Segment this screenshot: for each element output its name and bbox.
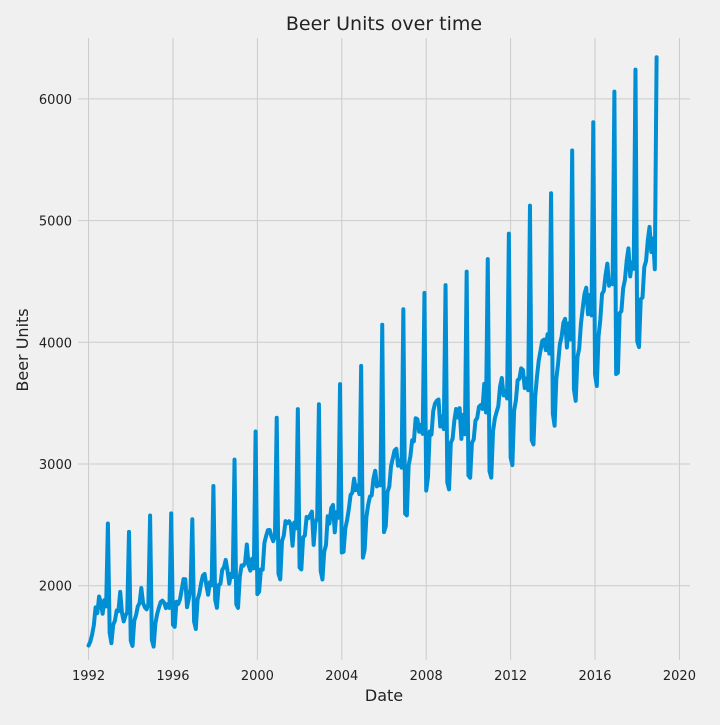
- y-tick-label: 2000: [39, 580, 72, 595]
- chart-title: Beer Units over time: [286, 13, 482, 35]
- y-axis-label: Beer Units: [13, 308, 32, 391]
- x-tick-label: 2012: [494, 669, 527, 684]
- x-tick-label: 1996: [156, 669, 189, 684]
- y-tick-label: 5000: [39, 215, 72, 230]
- series-line: [86, 55, 659, 649]
- y-tick-label: 4000: [39, 336, 72, 351]
- x-axis-label: Date: [365, 686, 403, 705]
- x-tick-label: 2004: [325, 669, 358, 684]
- x-tick-label: 2000: [241, 669, 274, 684]
- x-tick-label: 2020: [663, 669, 696, 684]
- x-tick-label: 2008: [410, 669, 443, 684]
- x-tick-label: 1992: [72, 669, 105, 684]
- tick-labels: 1992 1996 2000 2004 2008 2012 2016 2020 2000 3000…: [39, 93, 696, 684]
- y-tick-label: 3000: [39, 458, 72, 473]
- x-tick-label: 2016: [578, 669, 611, 684]
- y-tick-label: 6000: [39, 93, 72, 108]
- series-layer: [86, 55, 659, 649]
